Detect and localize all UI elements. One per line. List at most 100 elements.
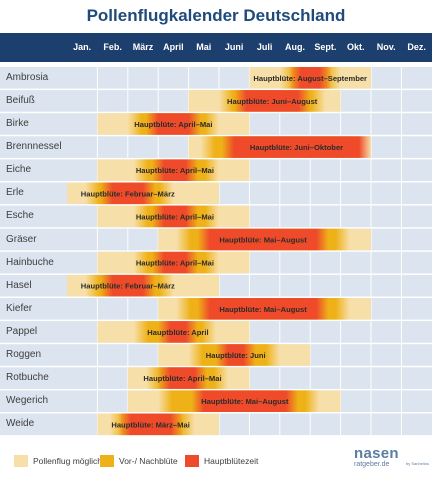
bar-possible-brennnessel xyxy=(188,136,371,158)
bloom-label-beifu-: Hauptblüte: Juni–August xyxy=(227,97,318,106)
bar-possible-beifu- xyxy=(188,90,341,112)
plant-label-weide: Weide xyxy=(6,418,35,430)
row-bg-hasel xyxy=(0,274,432,297)
row-bg-weide xyxy=(0,413,432,436)
row-bg-brennnessel xyxy=(0,136,432,158)
bar-main-rotbuche xyxy=(158,367,207,389)
bar-main-weide xyxy=(118,413,183,436)
bloom-label-gr-ser: Hauptblüte: Mai–August xyxy=(219,236,307,245)
bar-pre-post-roggen xyxy=(188,344,280,366)
bar-pre-post-rotbuche xyxy=(146,367,229,389)
bloom-label-kiefer: Hauptblüte: Mai–August xyxy=(219,305,307,314)
plant-label-eiche: Eiche xyxy=(6,164,32,176)
logo-word-domain: ratgeber.de xyxy=(354,461,390,468)
month-header-band xyxy=(0,33,432,62)
bar-main-hasel xyxy=(100,274,156,297)
bloom-label-hasel: Hauptblüte: Februar–März xyxy=(81,282,175,291)
bar-possible-esche xyxy=(97,205,250,228)
month-label-0: Jan. xyxy=(73,42,92,52)
month-label-4: Mai xyxy=(196,42,212,52)
bar-possible-roggen xyxy=(158,344,311,366)
bloom-label-birke: Hauptblüte: April–Mai xyxy=(134,120,212,129)
bloom-label-erle: Hauptblüte: Februar–März xyxy=(81,189,175,198)
bar-main-eiche xyxy=(152,159,198,181)
plant-label-kiefer: Kiefer xyxy=(6,302,33,314)
plant-label-birke: Birke xyxy=(6,118,29,129)
row-bg-pappel xyxy=(0,321,432,343)
plant-label-wegerich: Wegerich xyxy=(6,395,49,407)
bar-pre-post-gr-ser xyxy=(176,228,350,251)
plant-label-rotbuche: Rotbuche xyxy=(6,372,49,384)
bar-possible-eiche xyxy=(97,159,250,181)
month-label-8: Sept. xyxy=(314,42,337,52)
month-label-10: Nov. xyxy=(376,42,396,52)
nasenratgeber-logo[interactable]: nasen ratgeber.de by Sanhelios xyxy=(354,446,429,469)
plant-label-ambrosia: Ambrosia xyxy=(6,71,49,83)
bar-possible-gr-ser xyxy=(158,228,371,251)
row-bg-gr-ser xyxy=(0,228,432,251)
plant-label-esche: Esche xyxy=(6,210,34,222)
bar-main-pappel xyxy=(158,321,198,343)
bar-main-esche xyxy=(152,205,198,228)
bar-pre-post-weide xyxy=(109,413,195,436)
legend-swatch-possible xyxy=(14,455,28,467)
bar-possible-hasel xyxy=(67,274,219,297)
bar-possible-birke xyxy=(97,113,250,135)
legend-label-main: Hauptblütezeit xyxy=(204,456,259,466)
bar-possible-hainbuche xyxy=(97,251,250,274)
bar-possible-weide xyxy=(97,413,219,436)
bar-main-roggen xyxy=(215,344,256,366)
bar-pre-post-erle xyxy=(85,182,174,205)
bar-main-ambrosia xyxy=(288,67,332,89)
bar-main-erle xyxy=(100,182,156,205)
plant-label-erle: Erle xyxy=(6,187,24,199)
legend-swatch-main xyxy=(185,455,199,467)
bar-pre-post-brennnessel xyxy=(200,136,362,158)
bar-pre-post-eiche xyxy=(133,159,219,181)
bar-pre-post-wegerich xyxy=(158,390,320,412)
bar-main-hainbuche xyxy=(152,251,198,274)
bar-pre-post-kiefer xyxy=(176,298,350,320)
bar-main-brennnessel xyxy=(222,136,371,158)
row-bg-erle xyxy=(0,182,432,205)
legend-swatch-pre-post xyxy=(100,455,114,467)
plant-label-hainbuche: Hainbuche xyxy=(6,256,54,268)
bar-main-wegerich xyxy=(191,390,299,412)
bar-possible-rotbuche xyxy=(127,367,250,389)
bar-pre-post-hasel xyxy=(85,274,174,297)
bloom-label-rotbuche: Hauptblüte: April–Mai xyxy=(143,374,221,383)
bar-pre-post-beifu- xyxy=(219,90,326,112)
bar-pre-post-pappel xyxy=(133,321,216,343)
logo-tagline: by Sanhelios xyxy=(406,461,429,466)
row-bg-wegerich xyxy=(0,390,432,412)
bloom-label-wegerich: Hauptblüte: Mai–August xyxy=(201,397,289,406)
plant-label-brennnessel: Brennnessel xyxy=(6,141,62,153)
bar-possible-pappel xyxy=(97,321,250,343)
bar-possible-kiefer xyxy=(158,298,371,320)
plant-label-hasel: Hasel xyxy=(6,279,32,291)
month-label-7: Aug. xyxy=(285,42,305,52)
bloom-label-pappel: Hauptblüte: April xyxy=(147,328,208,337)
row-bg-rotbuche xyxy=(0,367,432,389)
row-bg-birke xyxy=(0,113,432,135)
bloom-label-eiche: Hauptblüte: April–Mai xyxy=(136,166,214,175)
month-label-1: Feb. xyxy=(103,42,122,52)
bar-possible-wegerich xyxy=(127,390,341,412)
bar-pre-post-esche xyxy=(133,205,219,228)
bloom-label-brennnessel: Hauptblüte: Juni–Oktober xyxy=(250,143,343,152)
month-label-3: April xyxy=(163,42,184,52)
bar-pre-post-birke xyxy=(127,113,219,135)
plant-label-beifu-: Beifuß xyxy=(6,94,35,106)
bar-pre-post-hainbuche xyxy=(133,251,219,274)
bloom-label-roggen: Hauptblüte: Juni xyxy=(206,351,266,360)
month-label-6: Juli xyxy=(256,42,273,52)
month-label-11: Dez. xyxy=(407,42,426,52)
plant-label-gr-ser: Gräser xyxy=(6,233,37,245)
month-label-9: Okt. xyxy=(347,42,365,52)
bar-pre-post-ambrosia xyxy=(279,67,341,89)
row-bg-beifu- xyxy=(0,90,432,112)
bloom-label-weide: Hauptblüte: März–Mai xyxy=(111,420,189,429)
row-bg-ambrosia xyxy=(0,67,432,89)
row-bg-hainbuche xyxy=(0,251,432,274)
